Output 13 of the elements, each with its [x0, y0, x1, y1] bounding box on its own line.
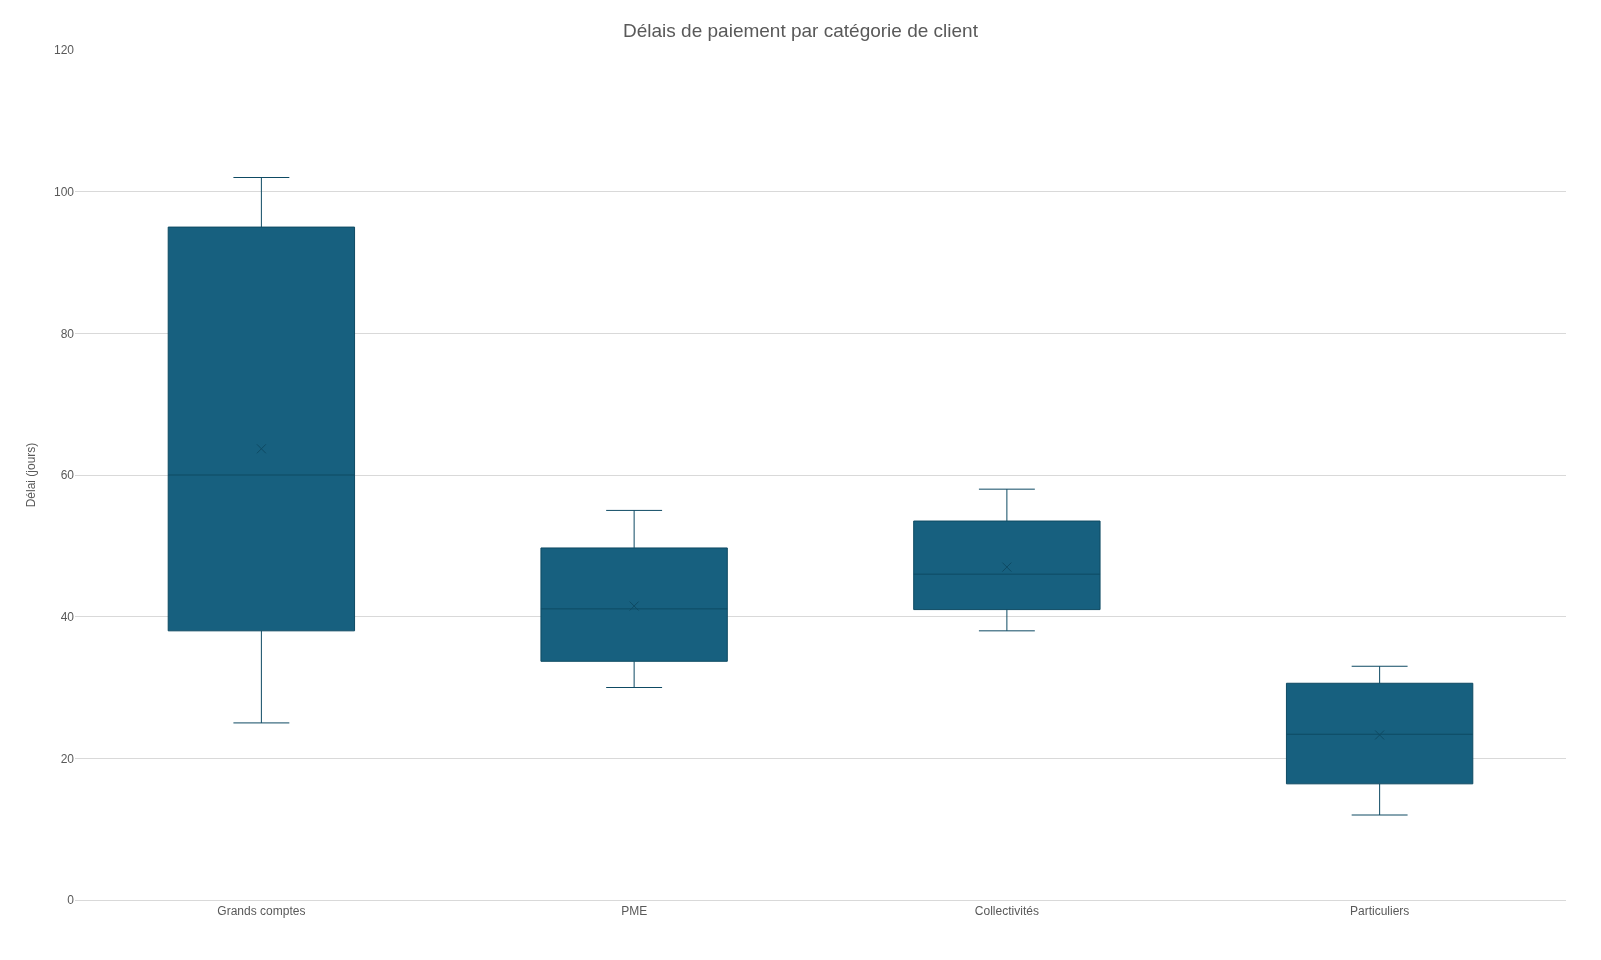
y-tick-label: 40 — [60, 609, 75, 624]
y-axis-title: Délai (jours) — [24, 442, 39, 508]
y-tick-label: 60 — [60, 468, 75, 483]
y-tick-label: 100 — [53, 184, 75, 199]
y-tick-label: 120 — [53, 43, 75, 58]
chart-title: Délais de paiement par catégorie de client — [623, 20, 979, 42]
y-tick-label: 20 — [60, 751, 75, 766]
y-tick-label: 0 — [67, 893, 75, 908]
x-tick-label: Grands comptes — [217, 904, 306, 919]
x-tick-label: Particuliers — [1349, 904, 1410, 919]
y-tick-label: 80 — [60, 326, 75, 341]
x-tick-label: Collectivités — [974, 904, 1039, 919]
x-tick-label: PME — [621, 904, 648, 919]
